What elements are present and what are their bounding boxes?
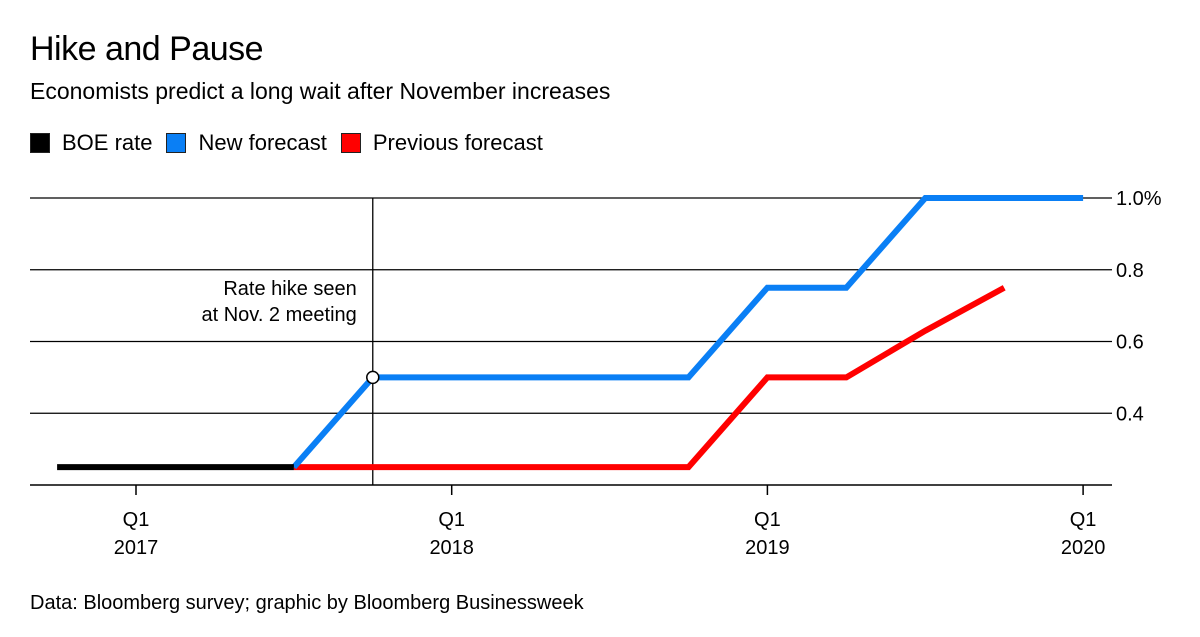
y-tick-label: 0.6 xyxy=(1116,332,1144,354)
legend-label-new-forecast: New forecast xyxy=(198,130,327,155)
series-line-new-forecast xyxy=(291,195,1084,470)
source-note: Data: Bloomberg survey; graphic by Bloom… xyxy=(30,592,584,614)
y-tick-label: 0.4 xyxy=(1116,403,1144,425)
x-tick-label-year: 2020 xyxy=(1061,537,1106,559)
legend-swatch-previous-forecast xyxy=(340,133,361,153)
y-tick-label: 0.8 xyxy=(1116,260,1144,282)
chart-subtitle: Economists predict a long wait after Nov… xyxy=(30,78,611,104)
annotation-marker xyxy=(366,370,380,385)
legend-label-boe-rate: BOE rate xyxy=(62,130,153,155)
legend: BOE rate New forecast Previous forecast xyxy=(30,130,557,156)
x-tick-label-quarter: Q1 xyxy=(754,509,781,531)
x-tick-label-year: 2017 xyxy=(114,537,159,559)
y-tick-label: 1.0% xyxy=(1116,188,1162,210)
legend-swatch-new-forecast xyxy=(166,133,187,153)
legend-swatch-boe-rate xyxy=(30,133,50,153)
x-tick-label-quarter: Q1 xyxy=(123,509,150,531)
legend-item-new-forecast: New forecast xyxy=(166,130,327,156)
annotation-text: at Nov. 2 meeting xyxy=(202,304,357,326)
x-tick-label-year: 2018 xyxy=(429,537,474,559)
legend-item-boe-rate: BOE rate xyxy=(30,130,152,156)
chart-title: Hike and Pause xyxy=(30,30,264,68)
x-tick-label-quarter: Q1 xyxy=(1070,509,1097,531)
annotation-text: Rate hike seen xyxy=(223,278,356,300)
annotation-background xyxy=(165,272,365,328)
x-tick-label-year: 2019 xyxy=(745,537,790,559)
legend-label-previous-forecast: Previous forecast xyxy=(372,130,543,155)
series-line-previous-forecast xyxy=(293,285,1006,471)
x-tick-label-quarter: Q1 xyxy=(438,509,465,531)
legend-item-previous-forecast: Previous forecast xyxy=(340,130,543,156)
